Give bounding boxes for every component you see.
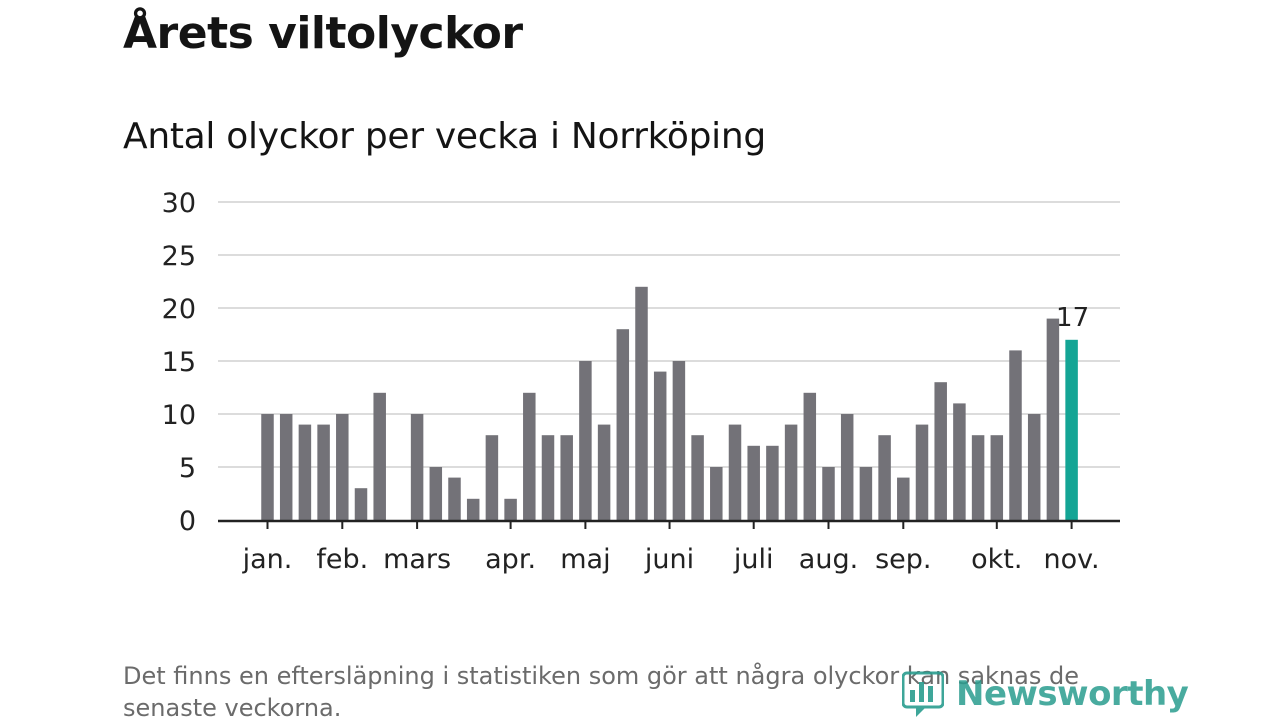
- y-tick-label: 30: [162, 188, 196, 219]
- bar: [560, 435, 573, 520]
- bar: [878, 435, 891, 520]
- bar: [822, 467, 835, 520]
- y-tick-label: 0: [179, 506, 196, 537]
- bar: [840, 414, 854, 520]
- x-tick-label: aug.: [799, 544, 858, 575]
- logo-text: Newsworthy: [956, 674, 1189, 714]
- bar: [971, 435, 985, 520]
- bar: [279, 414, 293, 520]
- bar: [635, 286, 648, 520]
- newsworthy-chart-icon: [902, 671, 944, 717]
- bar: [784, 424, 798, 520]
- chart-title: Årets viltolyckor: [123, 8, 523, 59]
- bar: [915, 424, 929, 520]
- bar: [373, 392, 386, 520]
- bar: [859, 467, 873, 520]
- bar: [597, 424, 611, 520]
- bar: [1027, 414, 1041, 520]
- x-tick-label: juni: [644, 544, 694, 575]
- y-tick-label: 5: [179, 453, 196, 484]
- y-tick-label: 25: [162, 241, 196, 272]
- bar: [616, 329, 630, 520]
- x-tick-label: okt.: [971, 544, 1022, 575]
- bar: [803, 392, 817, 520]
- bar: [336, 414, 349, 520]
- x-tick-label: maj: [560, 544, 610, 575]
- newsworthy-logo: Newsworthy: [902, 668, 1189, 720]
- y-tick-label: 15: [162, 347, 196, 378]
- x-tick-label: nov.: [1044, 544, 1100, 575]
- bar: [934, 382, 947, 520]
- bar: [653, 371, 667, 520]
- x-tick-label: jan.: [242, 544, 293, 575]
- bar: [710, 467, 723, 520]
- bar: [429, 467, 443, 520]
- bar: [691, 435, 704, 520]
- x-tick-label: sep.: [875, 544, 931, 575]
- chart-subtitle: Antal olyckor per vecka i Norrköping: [123, 116, 766, 157]
- bar: [579, 361, 592, 520]
- bar: [410, 414, 424, 520]
- x-tick-label: apr.: [485, 544, 536, 575]
- bar: [1046, 318, 1060, 520]
- bar: [1009, 350, 1022, 520]
- bar-latest-week: [1065, 339, 1078, 520]
- bar: [448, 477, 461, 520]
- bar: [897, 477, 910, 520]
- bar: [261, 414, 274, 520]
- bar: [953, 403, 966, 520]
- bar: [485, 435, 499, 520]
- bar: [523, 392, 536, 520]
- bar-chart: 0 5 10 15 20 25 30 17 jan. feb. mars apr. maj juni jul…: [162, 188, 1120, 575]
- x-tick-label: mars: [383, 544, 451, 575]
- y-tick-label: 10: [162, 400, 196, 431]
- bar: [747, 445, 760, 520]
- bar: [672, 361, 686, 520]
- bar: [298, 424, 312, 520]
- x-tick-label: feb.: [316, 544, 368, 575]
- latest-value-label: 17: [1056, 303, 1089, 333]
- bar: [728, 424, 742, 520]
- bar: [466, 498, 480, 520]
- bar: [990, 435, 1004, 520]
- x-tick-label: juli: [733, 544, 774, 575]
- bar: [317, 424, 330, 520]
- y-tick-label: 20: [162, 294, 196, 325]
- bar: [354, 488, 368, 520]
- bar: [766, 445, 779, 520]
- bar: [504, 498, 517, 520]
- bar: [541, 435, 555, 520]
